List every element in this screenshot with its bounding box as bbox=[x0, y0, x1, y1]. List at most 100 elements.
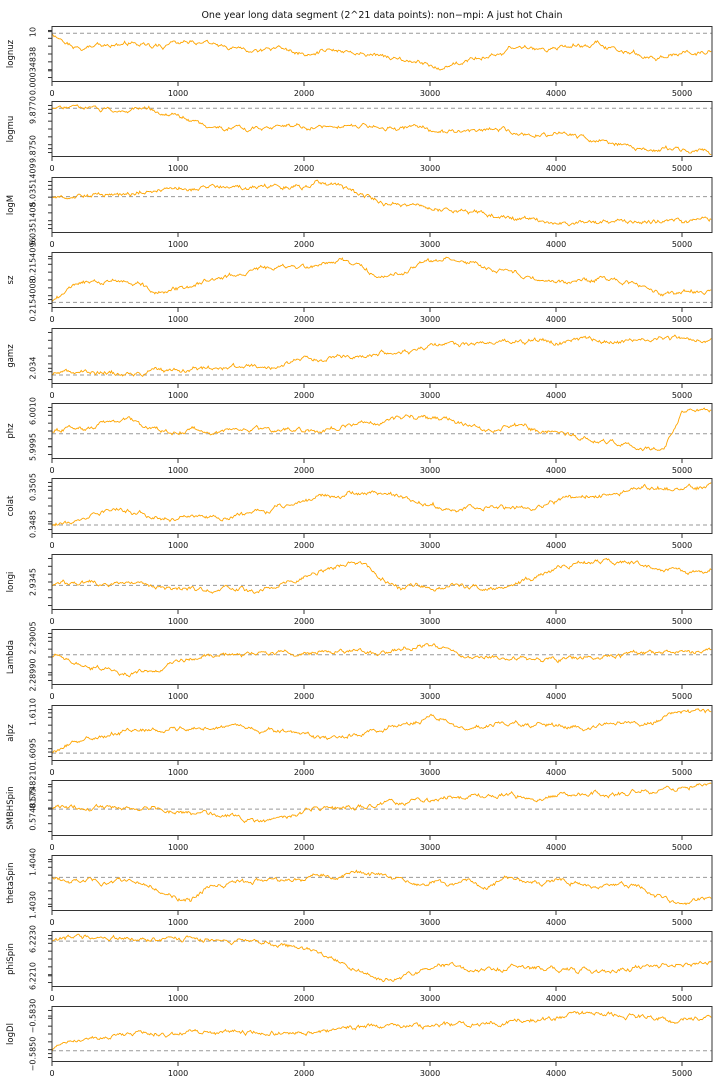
x-tick-label: 0 bbox=[49, 616, 55, 626]
y-axis-label: SMBHSpin bbox=[6, 786, 16, 830]
x-tick-label: 1000 bbox=[167, 843, 189, 852]
x-tick-label: 4000 bbox=[545, 89, 567, 98]
x-tick-label: 2000 bbox=[293, 164, 315, 174]
panel-sz: sz 0.2154008 0.2154096 0 1000 2000 3000 4000 500… bbox=[0, 237, 720, 327]
x-tick-label: 0 bbox=[49, 993, 55, 1003]
panel-SMBHSpin: SMBHSpin 0.5748210 0.5748175 0 1000 2000 3000 4… bbox=[0, 765, 720, 855]
figure-title: One year long data segment (2^21 data po… bbox=[201, 10, 563, 21]
plot-area-Lambda bbox=[48, 629, 713, 690]
x-tick-label: 4000 bbox=[545, 541, 567, 551]
y-axis-label: Lambda bbox=[6, 640, 16, 675]
x-tick-label: 3000 bbox=[419, 616, 441, 626]
plot-box bbox=[51, 403, 713, 459]
x-tick-label: 5000 bbox=[671, 1069, 693, 1079]
x-tick-label: 0 bbox=[49, 692, 55, 702]
x-tick-label: 2000 bbox=[293, 616, 315, 626]
x-tick-label: 2000 bbox=[293, 692, 315, 702]
panel-thetaSpin: thetaSpin 1.4030 1.4040 0 1000 2000 3000 4000 50… bbox=[0, 848, 720, 930]
y-tick-label: 9.8750 bbox=[28, 134, 38, 163]
x-tick-label: 0 bbox=[49, 843, 55, 852]
y-tick-label: −0.5850 bbox=[28, 1036, 38, 1072]
x-tick-label: 4000 bbox=[545, 239, 567, 249]
x-tick-label: 0 bbox=[49, 390, 55, 400]
panel-longi: longi 2.9345 0 1000 2000 3000 4000 5000 bbox=[0, 553, 720, 629]
x-tick-label: 5000 bbox=[671, 843, 693, 852]
x-tick-label: 5000 bbox=[671, 315, 693, 325]
x-tick-label: 1000 bbox=[167, 390, 189, 400]
x-tick-label: 5000 bbox=[671, 918, 693, 928]
plot-box bbox=[51, 252, 713, 309]
y-tick-label: 2.9345 bbox=[28, 567, 38, 596]
trace-line bbox=[51, 104, 712, 156]
plot-area-SMBHSpin bbox=[48, 780, 713, 840]
x-tick-label: 4000 bbox=[545, 315, 567, 325]
x-tick-label: 1000 bbox=[167, 239, 189, 249]
x-tick-label: 2000 bbox=[293, 1069, 315, 1079]
x-tick-label: 3000 bbox=[419, 164, 441, 174]
x-tick-label: 0 bbox=[49, 164, 55, 174]
y-tick-label: 9.8770 bbox=[28, 95, 38, 124]
y-tick-label: 5.0351409 bbox=[28, 163, 38, 207]
x-tick-label: 0 bbox=[49, 466, 55, 475]
x-tick-label: 1000 bbox=[167, 767, 189, 777]
y-axis-label: alpz bbox=[6, 723, 16, 742]
x-tick-label: 4000 bbox=[545, 993, 567, 1003]
y-tick-label: 2.29005 bbox=[28, 621, 38, 655]
trace-line bbox=[51, 869, 712, 906]
x-tick-label: 4000 bbox=[545, 918, 567, 928]
y-axis-label: thetaSpin bbox=[6, 862, 16, 904]
plot-box bbox=[51, 930, 713, 987]
x-tick-label: 5000 bbox=[671, 993, 693, 1003]
plot-box bbox=[51, 553, 713, 610]
y-tick-label: 0.2154008 bbox=[28, 278, 38, 322]
x-tick-label: 3000 bbox=[419, 390, 441, 400]
y-axis-label: lognuz bbox=[6, 39, 16, 69]
trace-line bbox=[51, 782, 712, 824]
trace-line bbox=[51, 179, 712, 227]
trace-line bbox=[51, 1010, 712, 1052]
x-tick-label: 4000 bbox=[545, 616, 567, 626]
trace-line bbox=[51, 256, 712, 303]
trace-line bbox=[51, 557, 712, 594]
plot-box bbox=[51, 26, 713, 82]
x-tick-label: 4000 bbox=[545, 767, 567, 777]
trace-line bbox=[51, 33, 712, 71]
x-tick-label: 3000 bbox=[419, 692, 441, 702]
x-tick-label: 2000 bbox=[293, 315, 315, 325]
x-tick-label: 1000 bbox=[167, 89, 189, 98]
y-tick-label: −0.5830 bbox=[28, 998, 38, 1034]
plot-area-phz bbox=[48, 403, 713, 463]
x-tick-label: 3000 bbox=[419, 918, 441, 928]
panel-phiSpin: phiSpin 6.2230 6.2210 0 1000 2000 3000 4000 5000 bbox=[0, 925, 720, 1006]
y-tick-label: 1.4030 bbox=[28, 890, 38, 919]
plot-area-alpz bbox=[48, 704, 713, 765]
x-tick-label: 0 bbox=[49, 89, 55, 98]
y-axis-label: logmu bbox=[6, 116, 16, 143]
x-tick-label: 5000 bbox=[671, 89, 693, 98]
x-tick-label: 2000 bbox=[293, 993, 315, 1003]
y-tick-label: 10 bbox=[28, 26, 38, 37]
x-tick-label: 3000 bbox=[419, 541, 441, 551]
x-tick-label: 0 bbox=[49, 541, 55, 551]
y-tick-label: 2.034 bbox=[28, 356, 38, 380]
plot-area-gamz bbox=[48, 327, 713, 388]
x-tick-label: 2000 bbox=[293, 89, 315, 98]
panel-gamz: gamz 2.034 0 1000 2000 3000 4000 5000 bbox=[0, 327, 720, 403]
panel-logM: logM 5.0351408 5.0351409 0 1000 2000 3000 4000 5… bbox=[0, 164, 720, 252]
x-tick-label: 0 bbox=[49, 315, 55, 325]
x-tick-label: 3000 bbox=[419, 315, 441, 325]
y-tick-label: 0.2154096 bbox=[28, 237, 38, 281]
y-tick-label: 1.6110 bbox=[28, 698, 38, 727]
x-tick-label: 1000 bbox=[167, 692, 189, 702]
x-tick-label: 3000 bbox=[419, 239, 441, 249]
x-tick-label: 1000 bbox=[167, 993, 189, 1003]
plot-area-colat bbox=[48, 478, 713, 539]
trace-line bbox=[51, 482, 712, 527]
x-tick-label: 0 bbox=[49, 767, 55, 777]
trace-line bbox=[51, 333, 712, 377]
y-tick-label: 2.28990 bbox=[28, 658, 38, 692]
plot-area-phiSpin bbox=[48, 930, 713, 991]
x-tick-label: 3000 bbox=[419, 89, 441, 98]
y-axis-label: sz bbox=[6, 275, 16, 285]
x-tick-label: 2000 bbox=[293, 918, 315, 928]
